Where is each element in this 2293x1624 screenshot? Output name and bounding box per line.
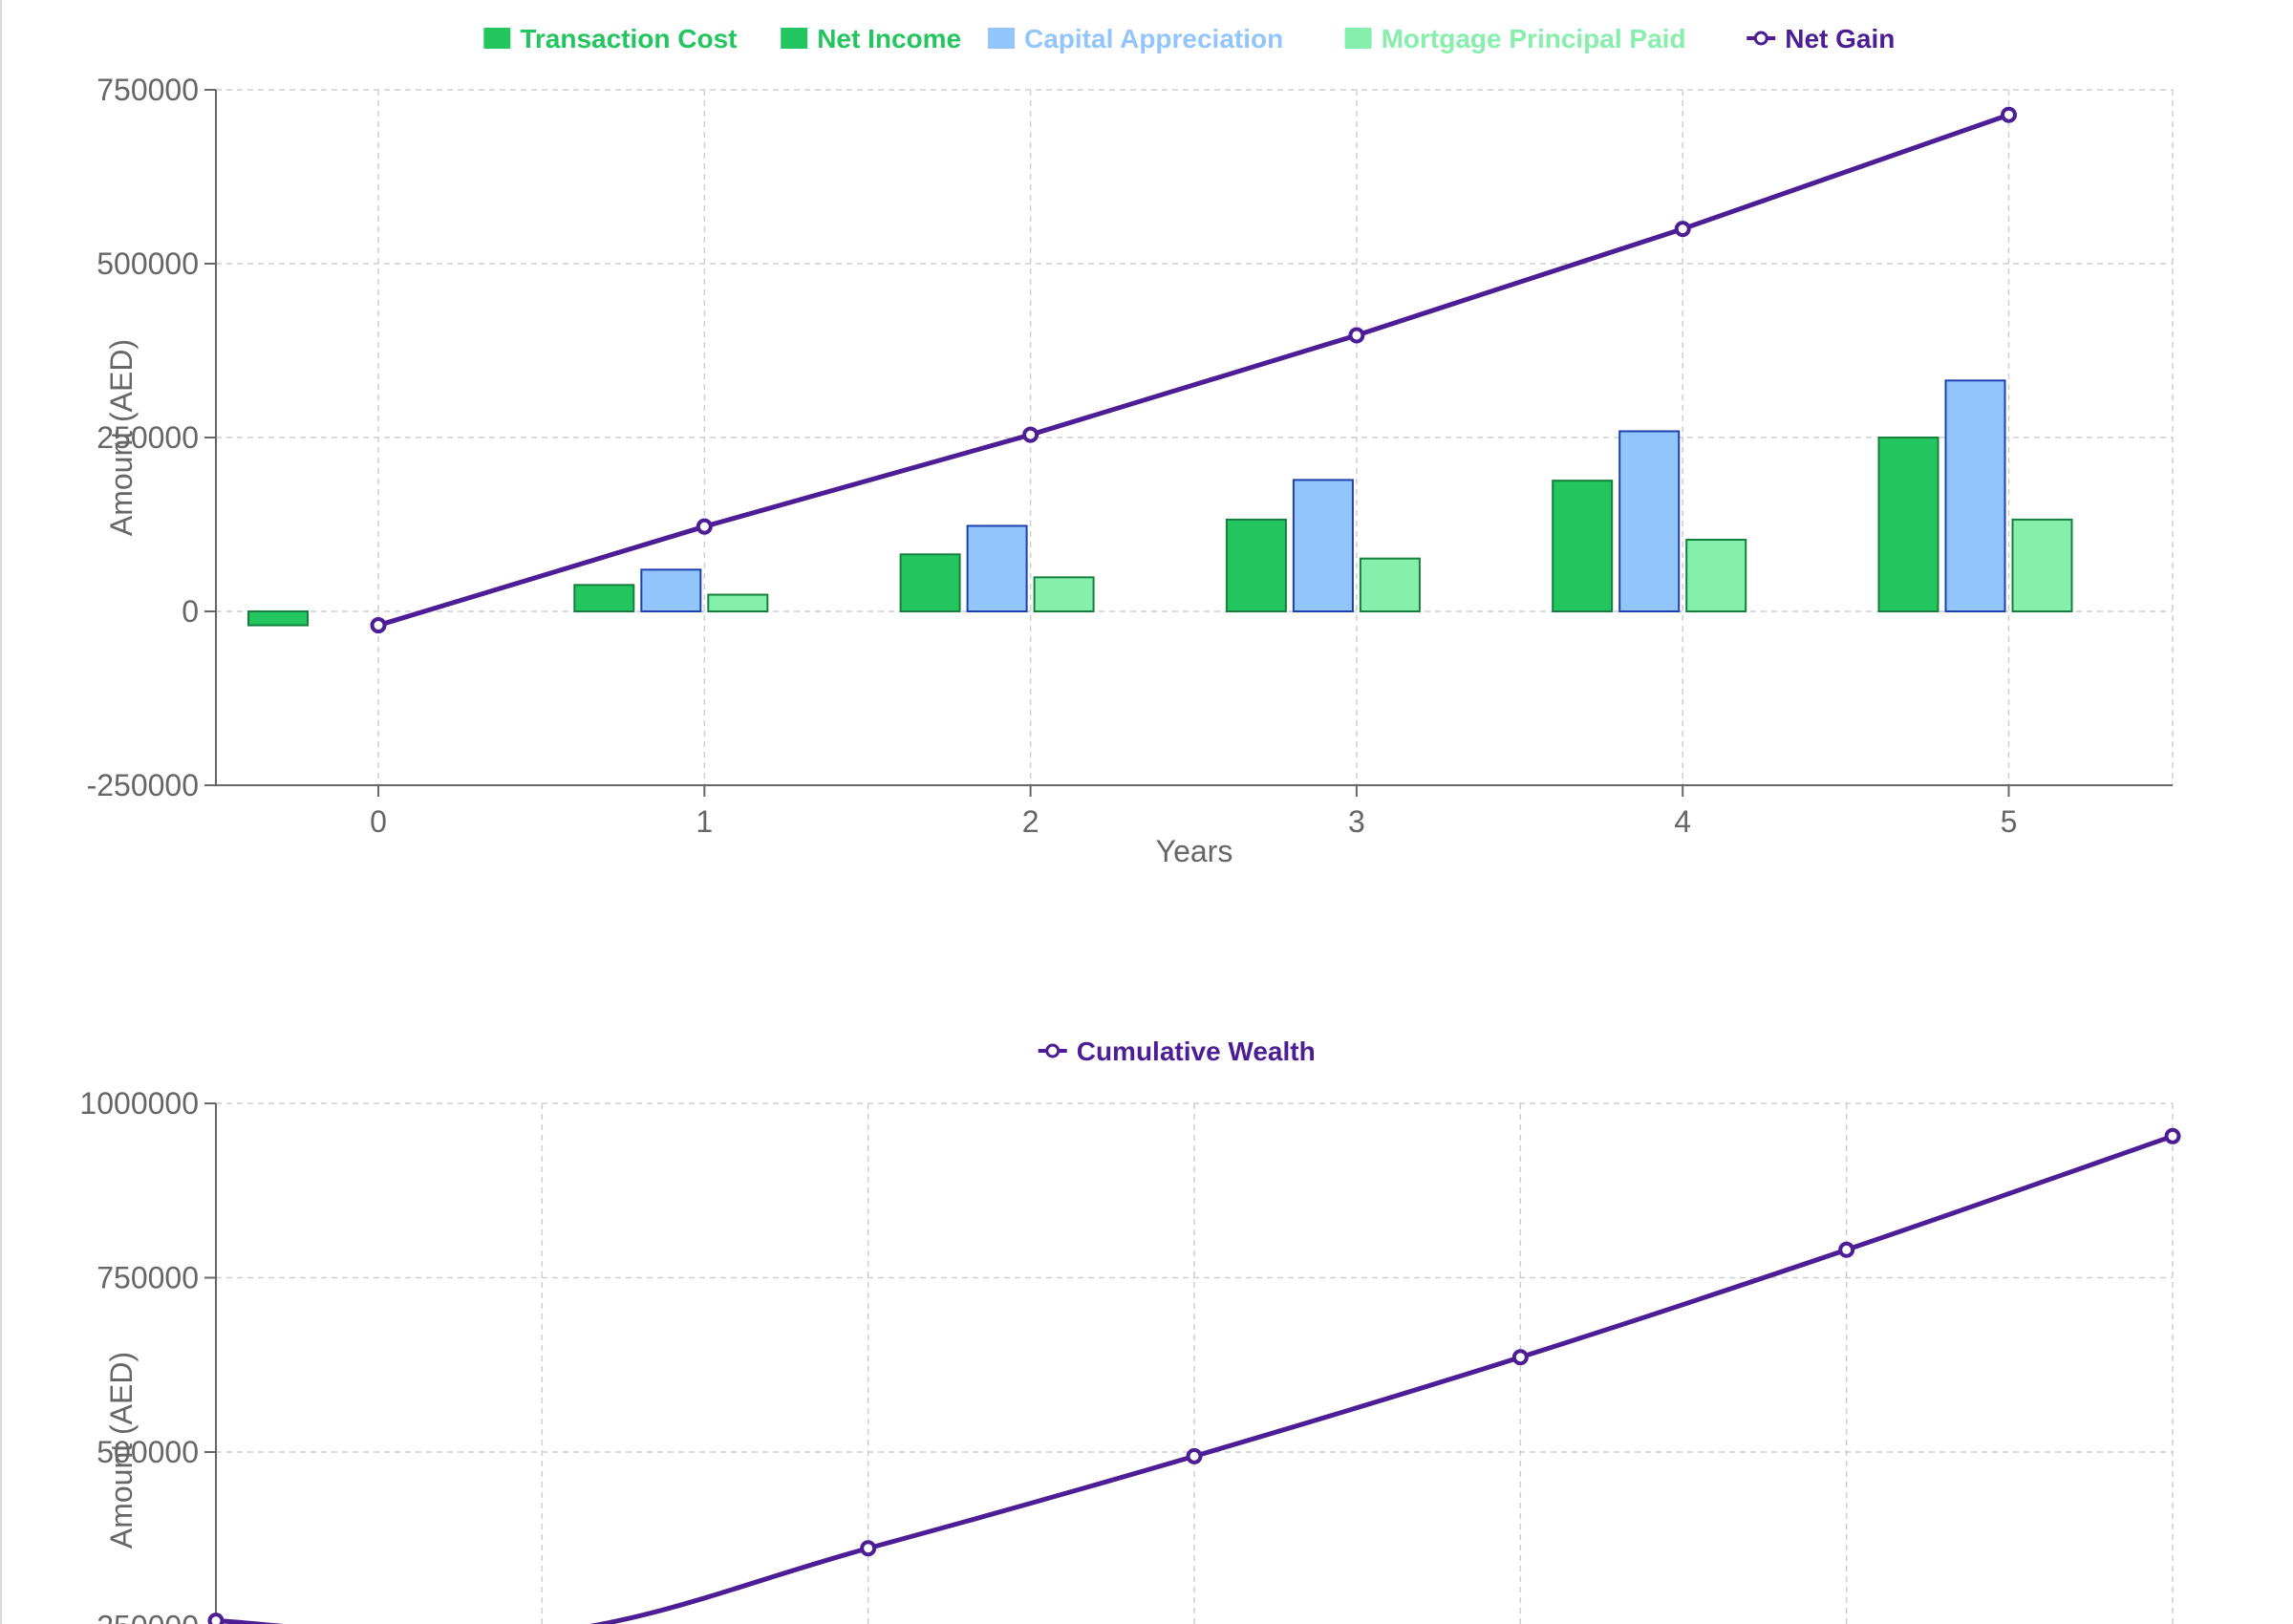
- y-tick-label: 500000: [96, 246, 199, 281]
- net-gain-line: [377, 112, 2010, 628]
- chart-1: -250000 0 250000 500000 750000 0 1 2 3 4 5 Years Amo…: [87, 24, 2174, 868]
- legend-swatch: [1344, 28, 1372, 49]
- bar-capital-appreciation: [1292, 479, 1354, 612]
- y-tick-label: 250000: [96, 1610, 199, 1624]
- x-tick-label: 2: [1022, 804, 1039, 839]
- net-gain-point: [696, 518, 713, 535]
- y-tick-label: 0: [182, 594, 199, 629]
- y-axis-title: Amount (AED): [104, 1352, 139, 1549]
- legend-label: Net Income: [817, 24, 961, 53]
- bar-mortgage-principal-paid: [1033, 576, 1095, 613]
- x-tick-label: 3: [1348, 804, 1365, 839]
- bar-capital-appreciation: [966, 524, 1028, 612]
- y-tick-label: 500000: [96, 1435, 199, 1469]
- y-axis-title: Amount (AED): [104, 339, 139, 536]
- cumulative-wealth-point: [1838, 1241, 1855, 1258]
- legend-label: Capital Appreciation: [1024, 24, 1283, 53]
- x-axis-title: Years: [1156, 834, 1233, 868]
- bar-net-income: [573, 584, 635, 612]
- left-border: [0, 0, 2, 1624]
- x-tick-label: 4: [1674, 804, 1691, 839]
- x-tick-label: 1: [696, 804, 713, 839]
- net-gain-point: [2001, 106, 2017, 123]
- legend-swatch: [781, 28, 808, 49]
- legend-label: Net Gain: [1785, 24, 1895, 53]
- y-tick-label: 1000000: [79, 1086, 199, 1121]
- cumulative-wealth-point: [1186, 1447, 1203, 1464]
- bar-mortgage-principal-paid: [2011, 518, 2073, 612]
- y-tick-label: 750000: [96, 1261, 199, 1295]
- legend-swatch: [988, 28, 1015, 49]
- bar-transaction-cost: [247, 610, 309, 627]
- legend-swatch: [483, 28, 511, 49]
- y-tick-label: -250000: [87, 768, 199, 802]
- bar-net-income: [1225, 518, 1287, 612]
- bar-net-income: [899, 553, 961, 613]
- bar-capital-appreciation: [1944, 379, 2006, 612]
- legend-marker-net-gain-dot: [1753, 31, 1768, 46]
- net-gain-point: [1348, 327, 1365, 344]
- legend-chart-2: Cumulative Wealth: [1038, 1036, 1316, 1066]
- legend-label: Mortgage Principal Paid: [1382, 24, 1686, 53]
- bar-net-income: [1552, 480, 1614, 612]
- legend-label: Transaction Cost: [520, 24, 737, 53]
- bar-mortgage-principal-paid: [1685, 539, 1747, 612]
- cumulative-wealth-point: [1511, 1349, 1529, 1366]
- net-gain-point: [1022, 426, 1039, 443]
- chart-2: 250000 500000 750000 1000000 Amount (AED) Cum…: [79, 1036, 2181, 1624]
- cumulative-wealth-point: [207, 1613, 225, 1624]
- legend-chart-1: Transaction Cost Net Income Capital Apprec…: [483, 24, 1895, 53]
- legend-label: Cumulative Wealth: [1077, 1036, 1316, 1066]
- net-gain-point: [1674, 221, 1691, 238]
- y-tick-label: 250000: [96, 420, 199, 455]
- net-gain-point: [370, 617, 387, 634]
- bar-capital-appreciation: [640, 568, 702, 613]
- bar-mortgage-principal-paid: [707, 593, 769, 613]
- bar-mortgage-principal-paid: [1359, 557, 1421, 612]
- cumulative-wealth-point: [860, 1540, 877, 1557]
- x-tick-label: 5: [2001, 804, 2018, 839]
- cumulative-wealth-point: [2164, 1127, 2181, 1144]
- bar-capital-appreciation: [1618, 430, 1681, 612]
- bar-net-income: [1877, 437, 1939, 612]
- y-tick-label: 750000: [96, 73, 199, 107]
- legend-marker-cumulative-wealth-dot: [1045, 1043, 1061, 1058]
- x-tick-label: 0: [370, 804, 387, 839]
